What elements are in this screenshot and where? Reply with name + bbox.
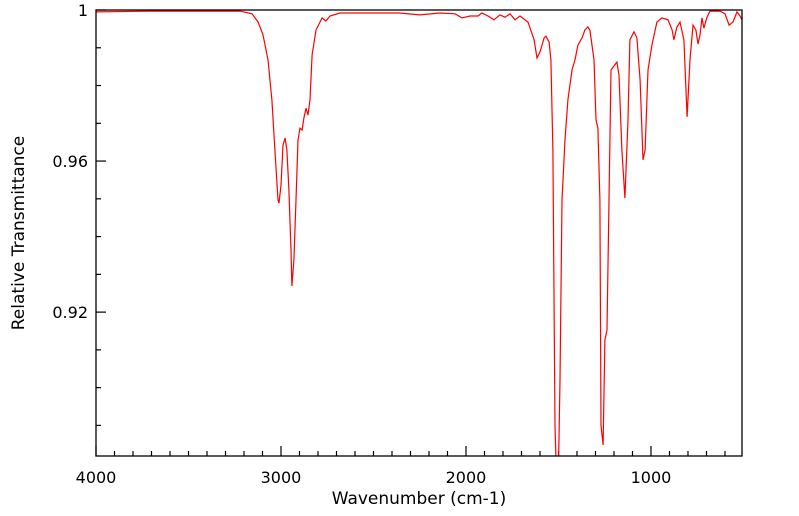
x-tick-label: 4000	[76, 468, 117, 487]
x-tick-label: 3000	[261, 468, 302, 487]
y-tick-label: 0.92	[52, 303, 88, 322]
x-tick-label: 1000	[631, 468, 672, 487]
y-axis-title: Relative Transmittance	[9, 136, 29, 331]
y-tick-label: 1	[78, 1, 88, 20]
y-tick-label: 0.96	[52, 152, 88, 171]
plot-frame	[95, 9, 743, 457]
tick-labels: 4000 3000 2000 1000 1 0.96 0.92	[52, 1, 671, 487]
x-tick-label: 2000	[446, 468, 487, 487]
x-axis-title: Wavenumber (cm-1)	[332, 489, 507, 509]
axis-ticks	[95, 9, 726, 456]
spectrum-line	[96, 10, 742, 456]
